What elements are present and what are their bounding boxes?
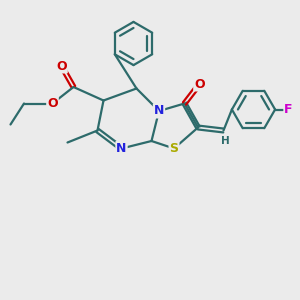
Text: O: O <box>194 77 205 91</box>
Text: F: F <box>284 103 293 116</box>
Text: H: H <box>220 136 230 146</box>
Text: S: S <box>169 142 178 155</box>
Text: O: O <box>47 97 58 110</box>
Text: O: O <box>56 59 67 73</box>
Text: N: N <box>116 142 127 155</box>
Text: N: N <box>154 104 164 118</box>
